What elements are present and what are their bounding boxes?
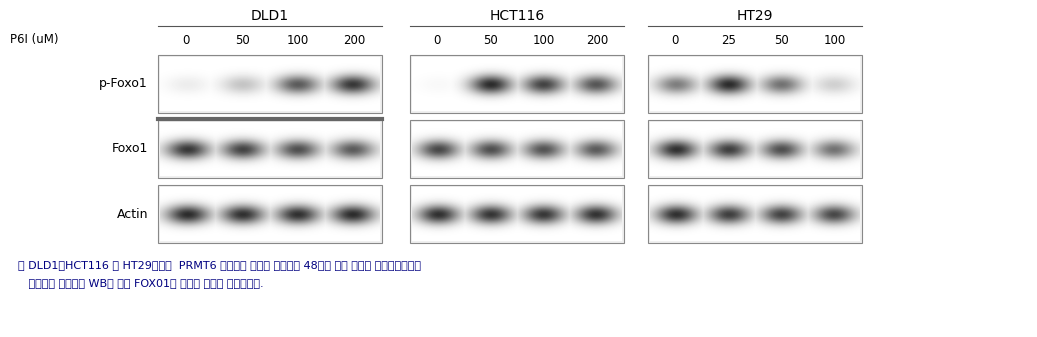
Text: 100: 100 [287,33,309,47]
Bar [158,55,382,113]
Text: HCT116: HCT116 [489,9,544,23]
Bar [648,185,862,243]
Bar [158,120,382,178]
Text: HT29: HT29 [736,9,774,23]
Bar [410,185,624,243]
Text: 50: 50 [775,33,789,47]
Text: 50: 50 [483,33,498,47]
Bar [648,55,862,113]
Bar [410,120,624,178]
Text: p-Foxo1: p-Foxo1 [100,78,148,91]
Text: 200: 200 [343,33,365,47]
Bar [410,55,624,113]
Text: 0: 0 [671,33,678,47]
Text: Foxo1: Foxo1 [112,143,148,155]
Text: 200: 200 [586,33,609,47]
Text: 100: 100 [533,33,555,47]
Text: 단백질을 추출하여 WB을 통해 FOX01의 인산화 수준을 관찰하였음.: 단백질을 추출하여 WB을 통해 FOX01의 인산화 수준을 관찰하였음. [18,278,263,288]
Text: DLD1: DLD1 [251,9,289,23]
Text: 100: 100 [824,33,846,47]
Text: 50: 50 [234,33,249,47]
Text: P6I (uM): P6I (uM) [10,33,58,47]
Bar [158,185,382,243]
Text: Actin: Actin [116,208,148,220]
Bar [648,120,862,178]
Text: 0: 0 [183,33,190,47]
Text: ＊ DLD1，HCT116 및 HT29세포에  PRMT6 억제제를 표시된 농도별로 48시간 동안 처리한 후，세포로부터: ＊ DLD1，HCT116 및 HT29세포에 PRMT6 억제제를 표시된 농… [18,260,421,270]
Text: 25: 25 [721,33,735,47]
Text: 0: 0 [433,33,441,47]
